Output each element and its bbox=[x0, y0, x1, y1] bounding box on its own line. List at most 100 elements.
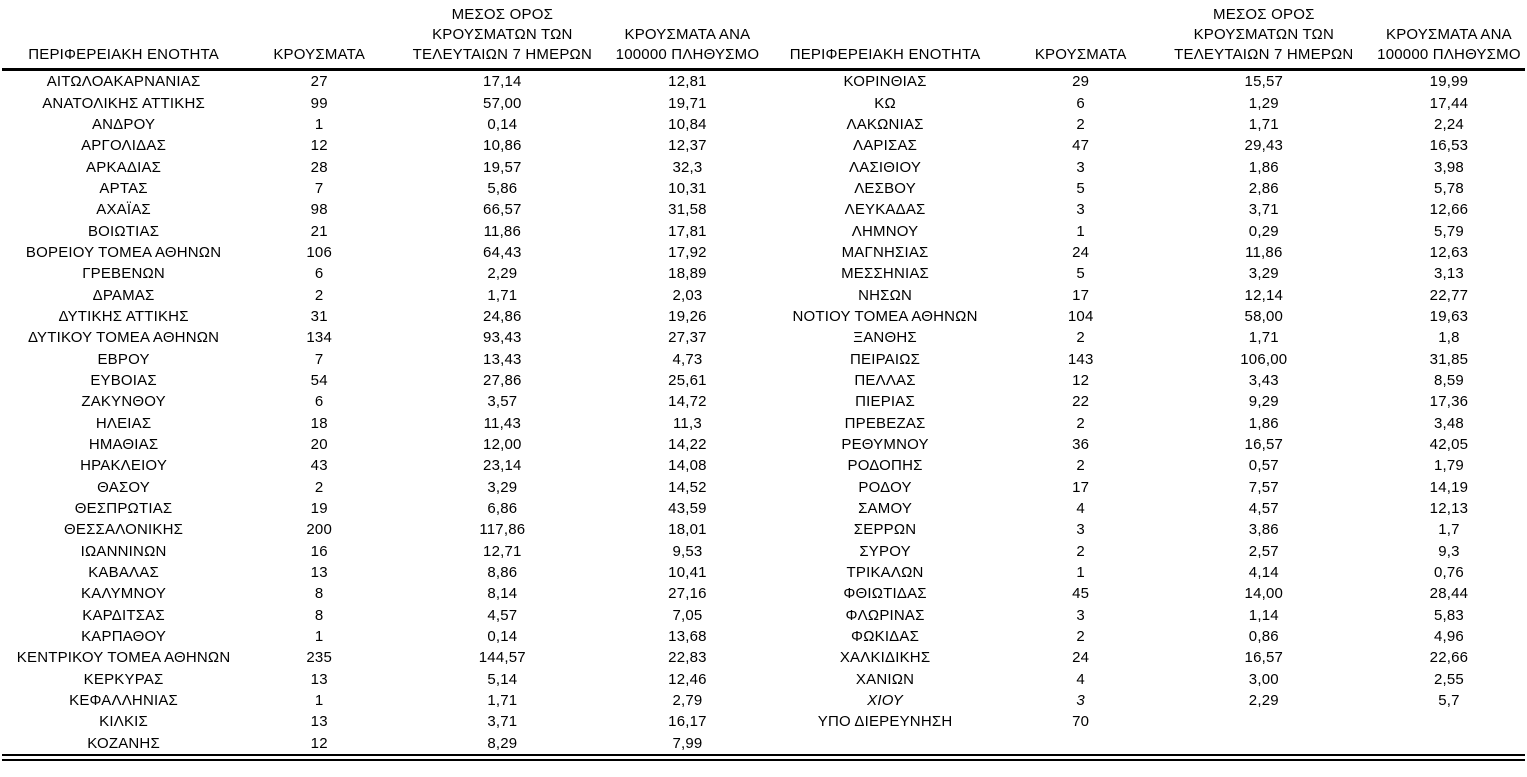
region-cell: ΛΕΥΚΑΔΑΣ bbox=[844, 201, 926, 219]
region-cell: ΗΛΕΙΑΣ bbox=[95, 414, 152, 432]
cases-cell: 4 bbox=[1076, 670, 1085, 688]
table-row: ΚΑΡΠΑΘΟΥ 1 0,14 13,68 ΦΩΚΙΔΑΣ 2 0,86 4,96 bbox=[2, 626, 1525, 647]
avg7-cell: 17,14 bbox=[483, 73, 522, 91]
region-cell: ΣΕΡΡΩΝ bbox=[853, 521, 917, 539]
header-avg7-line2: ΚΡΟΥΣΜΑΤΩΝ ΤΩΝ bbox=[432, 26, 573, 43]
avg7-cell: 2,57 bbox=[1248, 542, 1279, 560]
per100k-cell: 19,71 bbox=[668, 94, 707, 112]
cases-cell: 27 bbox=[310, 73, 328, 91]
cases-cell: 235 bbox=[306, 649, 333, 667]
region-cell: ΛΕΣΒΟΥ bbox=[854, 179, 916, 197]
header-per100k-line1: ΚΡΟΥΣΜΑΤΑ ΑΝΑ bbox=[624, 26, 751, 43]
table-row: ΑΡΚΑΔΙΑΣ 28 19,57 32,3 ΛΑΣΙΘΙΟΥ 3 1,86 3,98 bbox=[2, 156, 1525, 177]
avg7-cell: 1,71 bbox=[1248, 329, 1279, 347]
table-row: ΔΥΤΙΚΟΥ ΤΟΜΕΑ ΑΘΗΝΩΝ 134 93,43 27,37 ΞΑΝΘΗΣ 2… bbox=[2, 327, 1525, 348]
table-row: ΓΡΕΒΕΝΩΝ 6 2,29 18,89 ΜΕΣΣΗΝΙΑΣ 5 3,29 3,13 bbox=[2, 263, 1525, 284]
header-avg7-line1: ΜΕΣΟΣ ΟΡΟΣ bbox=[451, 6, 554, 23]
per100k-cell: 5,78 bbox=[1433, 179, 1464, 197]
per100k-cell: 2,24 bbox=[1433, 115, 1464, 133]
table-row: ΑΝΑΤΟΛΙΚΗΣ ΑΤΤΙΚΗΣ 99 57,00 19,71 ΚΩ 6 1,29 17,… bbox=[2, 92, 1525, 113]
per100k-cell: 8,59 bbox=[1433, 371, 1464, 389]
header-per100k-right: ΚΡΟΥΣΜΑΤΑ ΑΝΑ 100000 ΠΛΗΘΥΣΜΟ bbox=[1372, 0, 1525, 71]
table-row: ΔΥΤΙΚΗΣ ΑΤΤΙΚΗΣ 31 24,86 19,26 ΝΟΤΙΟΥ ΤΟΜΕΑ … bbox=[2, 306, 1525, 327]
region-cell: ΕΒΡΟΥ bbox=[97, 350, 150, 368]
cases-cell: 54 bbox=[310, 371, 328, 389]
cases-cell: 2 bbox=[1076, 414, 1085, 432]
header-region-label: ΠΕΡΙΦΕΡΕΙΑΚΗ ΕΝΟΤΗΤΑ bbox=[789, 46, 981, 63]
per100k-cell: 1,8 bbox=[1438, 329, 1460, 347]
cases-cell: 16 bbox=[310, 542, 328, 560]
region-cell: ΑΡΤΑΣ bbox=[99, 179, 148, 197]
avg7-cell bbox=[1155, 733, 1373, 758]
cases-cell: 31 bbox=[310, 307, 328, 325]
cases-cell: 3 bbox=[1076, 606, 1085, 624]
region-cell: ΣΥΡΟΥ bbox=[859, 542, 911, 560]
cases-cell: 22 bbox=[1072, 393, 1090, 411]
region-cell: ΜΑΓΝΗΣΙΑΣ bbox=[841, 243, 929, 261]
region-cell: ΗΜΑΘΙΑΣ bbox=[88, 436, 159, 454]
per100k-cell: 19,63 bbox=[1429, 307, 1469, 325]
region-cell: ΠΡΕΒΕΖΑΣ bbox=[844, 414, 926, 432]
table-row: ΚΑΒΑΛΑΣ 13 8,86 10,41 ΤΡΙΚΑΛΩΝ 1 4,14 0,76 bbox=[2, 562, 1525, 583]
cases-cell: 24 bbox=[1072, 649, 1090, 667]
cases-cell: 3 bbox=[1076, 521, 1085, 539]
region-cell: ΕΥΒΟΙΑΣ bbox=[90, 371, 157, 389]
avg7-cell bbox=[1155, 711, 1373, 732]
table-row: ΑΡΤΑΣ 7 5,86 10,31 ΛΕΣΒΟΥ 5 2,86 5,78 bbox=[2, 178, 1525, 199]
avg7-cell: 7,57 bbox=[1248, 478, 1279, 496]
per100k-cell: 28,44 bbox=[1429, 585, 1469, 603]
region-cell: ΜΕΣΣΗΝΙΑΣ bbox=[841, 265, 930, 283]
avg7-cell: 3,29 bbox=[1248, 265, 1279, 283]
per100k-cell: 27,37 bbox=[668, 329, 707, 347]
cases-cell: 47 bbox=[1072, 137, 1090, 155]
cases-cell: 1 bbox=[1076, 222, 1085, 240]
cases-cell: 3 bbox=[1076, 201, 1085, 219]
avg7-cell: 19,57 bbox=[483, 158, 522, 176]
region-cell: ΚΟΖΑΝΗΣ bbox=[87, 734, 160, 752]
per100k-cell: 2,79 bbox=[672, 692, 703, 710]
table-row: ΕΒΡΟΥ 7 13,43 4,73 ΠΕΙΡΑΙΩΣ 143 106,00 31,85 bbox=[2, 348, 1525, 369]
per100k-cell: 4,96 bbox=[1433, 628, 1464, 646]
per100k-cell: 12,66 bbox=[1429, 201, 1469, 219]
avg7-cell: 3,71 bbox=[487, 713, 518, 731]
cases-cell: 12 bbox=[310, 137, 328, 155]
table-row: ΑΧΑΪΑΣ 98 66,57 31,58 ΛΕΥΚΑΔΑΣ 3 3,71 12,66 bbox=[2, 199, 1525, 220]
cases-cell: 6 bbox=[314, 393, 324, 411]
region-cell: ΘΕΣΠΡΩΤΙΑΣ bbox=[74, 500, 173, 518]
cases-cell: 21 bbox=[310, 222, 328, 240]
region-cell: ΒΟΙΩΤΙΑΣ bbox=[87, 222, 160, 240]
region-cell: ΔΥΤΙΚΟΥ ΤΟΜΕΑ ΑΘΗΝΩΝ bbox=[27, 329, 220, 347]
table-row: ΑΝΔΡΟΥ 1 0,14 10,84 ΛΑΚΩΝΙΑΣ 2 1,71 2,24 bbox=[2, 114, 1525, 135]
per100k-cell: 16,17 bbox=[668, 713, 707, 731]
per100k-cell: 4,73 bbox=[672, 350, 703, 368]
avg7-cell: 1,86 bbox=[1248, 414, 1279, 432]
per100k-cell: 12,46 bbox=[668, 670, 707, 688]
table-row: ΘΕΣΠΡΩΤΙΑΣ 19 6,86 43,59 ΣΑΜΟΥ 4 4,57 12,13 bbox=[2, 498, 1525, 519]
cases-cell: 1 bbox=[314, 115, 324, 133]
region-cell: ΘΕΣΣΑΛΟΝΙΚΗΣ bbox=[64, 521, 184, 539]
table-row: ΚΕΦΑΛΛΗΝΙΑΣ 1 1,71 2,79 ΧΙΟΥ 3 2,29 5,7 bbox=[2, 690, 1525, 711]
per100k-cell: 5,79 bbox=[1433, 222, 1464, 240]
cases-cell: 20 bbox=[310, 436, 328, 454]
region-cell: ΚΑΒΑΛΑΣ bbox=[88, 564, 159, 582]
cases-cell: 2 bbox=[1076, 329, 1085, 347]
cases-cell: 12 bbox=[310, 734, 328, 752]
avg7-cell: 66,57 bbox=[483, 201, 522, 219]
per100k-cell: 12,37 bbox=[668, 137, 707, 155]
table-row: ΚΑΛΥΜΝΟΥ 8 8,14 27,16 ΦΘΙΩΤΙΔΑΣ 45 14,00 28,44 bbox=[2, 583, 1525, 604]
region-cell: ΚΩ bbox=[874, 94, 896, 112]
table-row: ΘΕΣΣΑΛΟΝΙΚΗΣ 200 117,86 18,01 ΣΕΡΡΩΝ 3 3,86 1,7 bbox=[2, 519, 1525, 540]
cases-cell: 13 bbox=[310, 713, 328, 731]
per100k-cell: 3,48 bbox=[1433, 414, 1464, 432]
avg7-cell: 106,00 bbox=[1240, 350, 1288, 368]
avg7-cell: 0,57 bbox=[1248, 457, 1279, 475]
region-cell: ΔΥΤΙΚΗΣ ΑΤΤΙΚΗΣ bbox=[58, 307, 189, 325]
per100k-cell: 10,84 bbox=[668, 115, 707, 133]
region-cell: ΧΙΟΥ bbox=[867, 692, 903, 710]
per100k-cell: 12,81 bbox=[668, 73, 707, 91]
region-cell: ΠΕΙΡΑΙΩΣ bbox=[849, 350, 921, 368]
header-region-left: ΠΕΡΙΦΕΡΕΙΑΚΗ ΕΝΟΤΗΤΑ bbox=[2, 0, 246, 71]
cases-cell: 2 bbox=[1076, 628, 1085, 646]
per100k-cell: 25,61 bbox=[668, 371, 707, 389]
per100k-cell: 12,13 bbox=[1429, 500, 1469, 518]
